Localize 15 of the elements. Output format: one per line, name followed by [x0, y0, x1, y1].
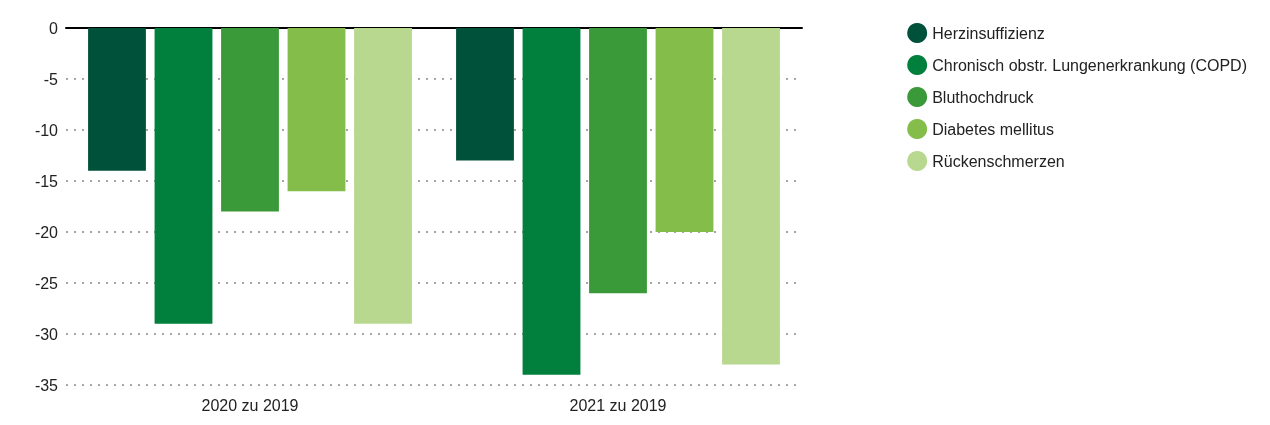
legend-label: Rückenschmerzen [932, 152, 1065, 170]
y-tick-label: -20 [34, 223, 59, 241]
y-tick-label: -15 [34, 172, 59, 190]
y-tick-label: -10 [34, 121, 59, 139]
y-tick-label: -5 [43, 70, 59, 88]
y-tick-label: 0 [49, 19, 59, 37]
legend-label: Bluthochdruck [932, 88, 1035, 106]
y-tick-label: -30 [34, 325, 59, 343]
legend-label: Herzinsuffizienz [932, 24, 1045, 42]
x-tick-label: 2021 zu 2019 [569, 396, 667, 414]
y-tick-label: -35 [34, 376, 59, 394]
y-tick-label: -25 [34, 274, 59, 292]
x-tick-label: 2020 zu 2019 [201, 396, 299, 414]
legend-label: Diabetes mellitus [932, 120, 1055, 138]
legend-label: Chronisch obstr. Lungenerkrankung (COPD) [932, 56, 1248, 74]
